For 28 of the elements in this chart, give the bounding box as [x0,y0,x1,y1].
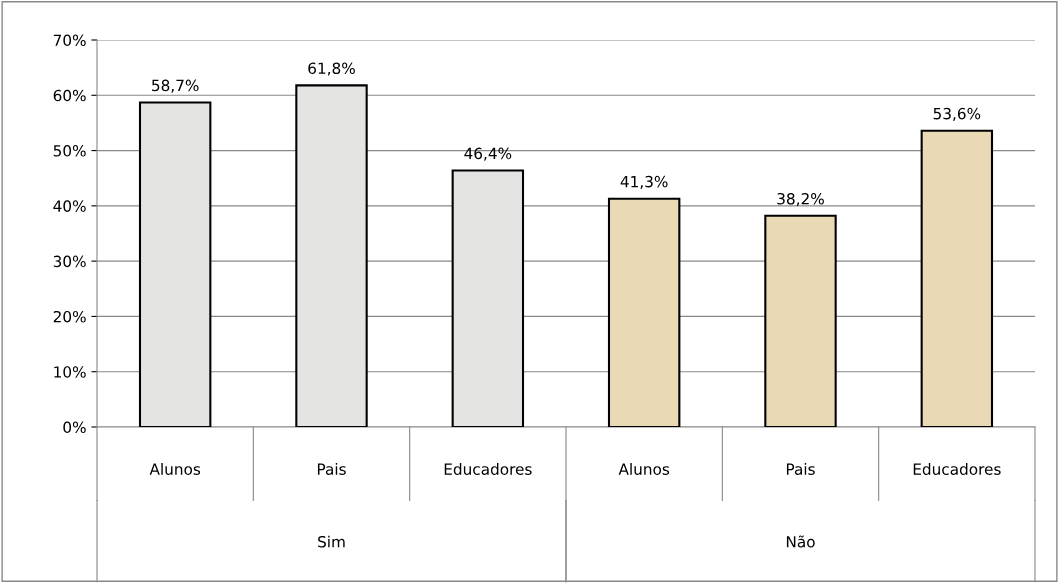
bar [607,197,681,427]
bar [451,169,525,427]
data-label: 38,2% [777,192,824,207]
x-tick-label: Educadores [913,463,1001,475]
y-tick-label: 30% [53,255,86,268]
data-label: 61,8% [308,62,355,76]
bar [764,214,837,427]
bar [295,84,368,427]
bar [138,101,212,427]
text: Não [786,535,815,548]
y-tick-label: 60% [53,89,86,102]
data-label: 41,3% [620,175,668,189]
text: Sim [318,535,345,548]
y-tick-label: 70% [53,34,86,47]
x-tick-label: Alunos [618,463,670,475]
x-tick-label: Pais [317,463,346,475]
y-tick-label: 0% [63,421,86,434]
x-tick-label: Pais [786,463,815,475]
y-tick-label: 20% [53,310,86,323]
x-tick-label: Alunos [149,463,201,475]
y-tick-label: 10% [54,366,86,378]
x-tick-label: Educadores [444,463,532,475]
data-label: 46,4% [464,147,512,161]
data-label: 58,7% [152,79,199,93]
y-tick-label: 50% [53,145,86,157]
bar [920,129,994,427]
data-label: 53,6% [933,107,981,121]
y-tick-label: 40% [53,200,86,212]
